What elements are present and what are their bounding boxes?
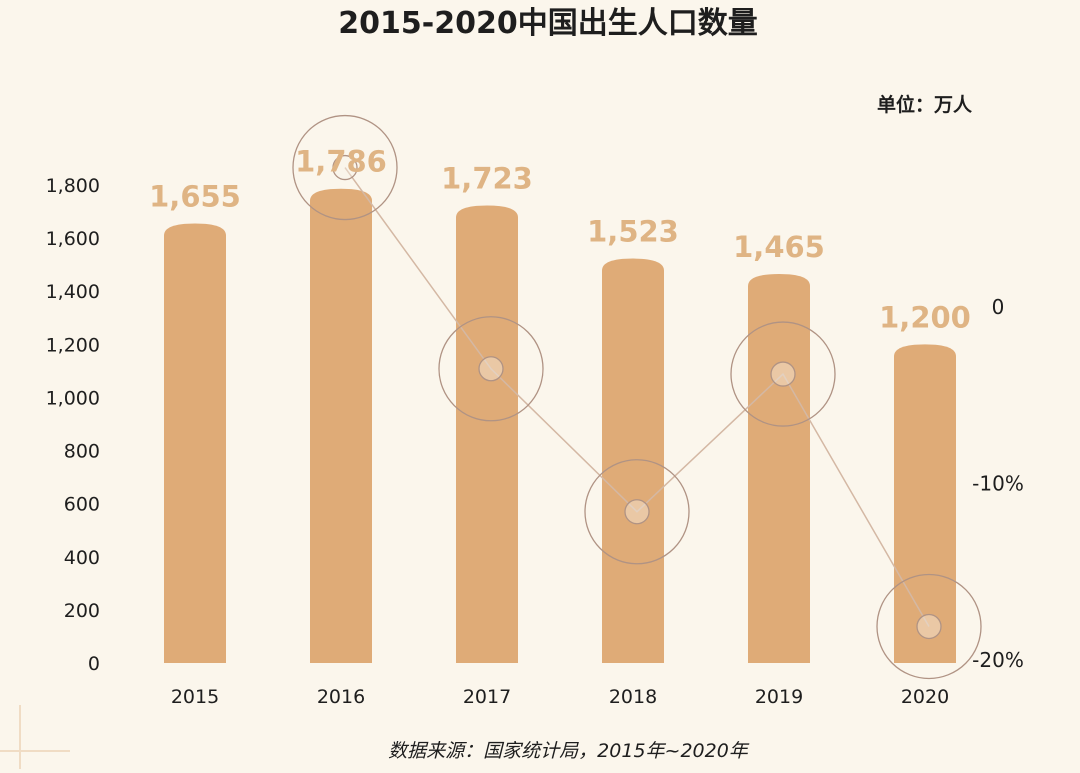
y2-tick-label: -10% xyxy=(972,472,1024,496)
bar xyxy=(164,223,226,663)
x-tick-label: 2017 xyxy=(463,686,511,708)
y-tick-label: 1,200 xyxy=(46,334,100,356)
y-tick-label: 400 xyxy=(64,547,100,569)
x-tick-label: 2018 xyxy=(609,686,657,708)
value-label: 1,786 xyxy=(295,145,387,179)
x-tick-label: 2019 xyxy=(755,686,803,708)
value-label: 1,655 xyxy=(149,180,241,214)
growth-ring xyxy=(876,573,982,680)
x-tick-label: 2020 xyxy=(901,686,949,708)
bar xyxy=(894,344,956,663)
bar xyxy=(602,258,664,663)
growth-point xyxy=(478,356,504,382)
x-tick-label: 2015 xyxy=(171,686,219,708)
value-label: 1,200 xyxy=(879,300,971,334)
growth-point xyxy=(916,613,942,640)
growth-line xyxy=(344,167,930,627)
y-tick-label: 800 xyxy=(64,441,100,463)
y-tick-label: 1,600 xyxy=(46,228,100,250)
growth-point xyxy=(770,361,796,387)
y-tick-label: 600 xyxy=(64,494,100,516)
chart-title: 2015-2020中国出生人口数量 xyxy=(338,6,757,41)
growth-ring xyxy=(438,316,544,422)
y-tick-label: 1,000 xyxy=(46,387,100,409)
growth-ring xyxy=(584,459,690,565)
source-note: 数据来源：国家统计局，2015年~2020年 xyxy=(388,740,750,762)
y2-tick-label: 0 xyxy=(992,295,1005,319)
growth-point xyxy=(624,499,650,525)
bar xyxy=(310,188,372,663)
unit-label: 单位：万人 xyxy=(877,93,973,116)
y2-tick-label: -20% xyxy=(972,648,1024,672)
x-tick-label: 2016 xyxy=(317,686,365,708)
bar xyxy=(748,273,810,663)
value-label: 1,723 xyxy=(441,161,533,195)
bar xyxy=(456,205,518,663)
y-tick-label: 1,400 xyxy=(46,281,100,303)
y-tick-label: 200 xyxy=(64,600,100,622)
value-label: 1,465 xyxy=(733,230,825,264)
value-label: 1,523 xyxy=(587,215,679,249)
growth-ring xyxy=(292,114,398,221)
y-tick-label: 0 xyxy=(88,653,100,675)
growth-point xyxy=(332,154,358,181)
y-tick-label: 1,800 xyxy=(46,175,100,197)
growth-ring xyxy=(730,321,836,427)
